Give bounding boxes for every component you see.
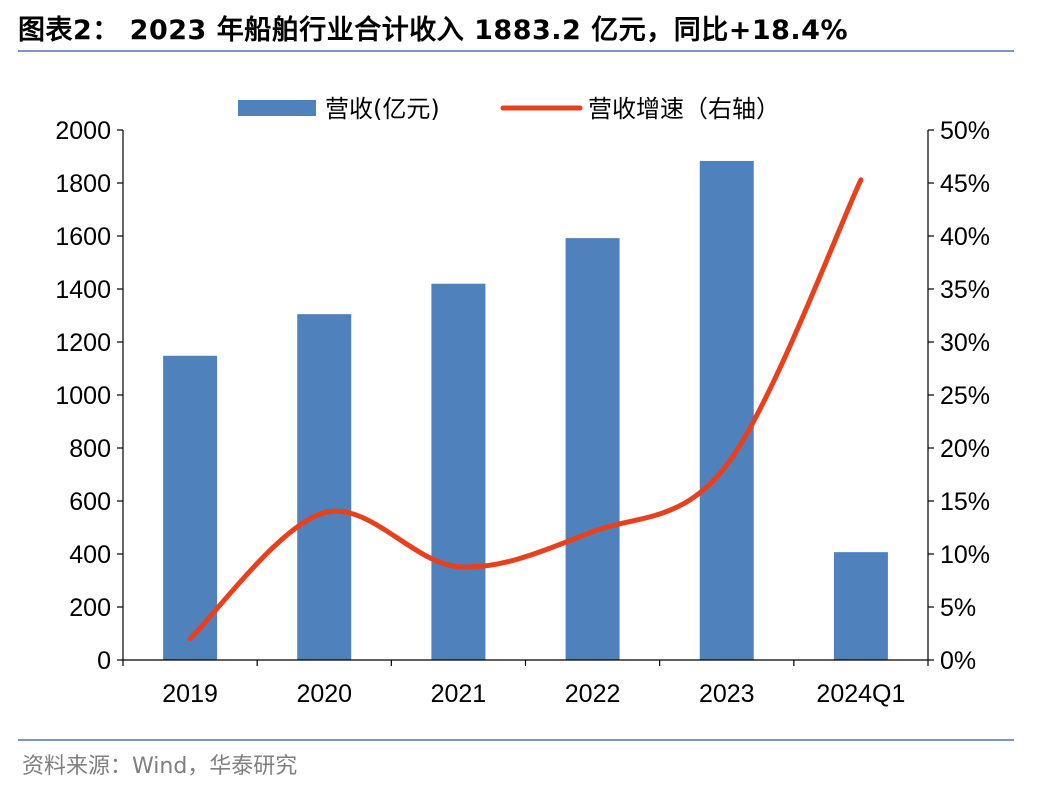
tick-labels: 0 200 400 600 800 1000 1200 1400 1600 1800 2000 0% 5… — [55, 117, 990, 708]
chart-axes — [117, 129, 934, 666]
growth-line — [187, 177, 864, 642]
title-divider — [18, 50, 1014, 52]
x-tick-label: 2021 — [431, 680, 487, 708]
right-tick-label: 45% — [940, 170, 990, 198]
right-tick-label: 10% — [940, 541, 990, 569]
line-series — [187, 177, 864, 642]
left-tick-label: 1600 — [55, 223, 111, 251]
legend-label-line: 营收增速（右轴） — [588, 95, 780, 123]
right-tick-label: 40% — [940, 223, 990, 251]
x-tick-label: 2020 — [296, 680, 352, 708]
right-tick-label: 15% — [940, 488, 990, 516]
right-tick-label: 50% — [940, 117, 990, 145]
left-tick-label: 2000 — [55, 117, 111, 145]
footer-divider — [18, 739, 1014, 741]
left-tick-label: 1000 — [55, 382, 111, 410]
legend-label-bar: 营收(亿元) — [325, 95, 440, 123]
bar-2021 — [431, 283, 486, 660]
right-tick-label: 35% — [940, 276, 990, 304]
source-note: 资料来源：Wind，华泰研究 — [22, 754, 298, 779]
bar-2019 — [163, 355, 218, 660]
x-tick-label: 2024Q1 — [816, 680, 905, 708]
left-tick-label: 600 — [69, 488, 111, 516]
right-tick-label: 5% — [940, 594, 976, 622]
page-title: 图表2： 2023 年船舶行业合计收入 1883.2 亿元，同比+18.4% — [18, 15, 849, 46]
x-tick-label: 2019 — [162, 680, 218, 708]
right-tick-label: 20% — [940, 435, 990, 463]
left-tick-label: 400 — [69, 541, 111, 569]
left-tick-label: 200 — [69, 594, 111, 622]
bar-2024Q1 — [833, 552, 888, 660]
bar-2023 — [699, 160, 754, 660]
x-tick-label: 2023 — [699, 680, 755, 708]
chart-legend: 营收(亿元) 营收增速（右轴） — [238, 95, 780, 123]
right-tick-label: 30% — [940, 329, 990, 357]
left-tick-label: 800 — [69, 435, 111, 463]
right-tick-label: 25% — [940, 382, 990, 410]
bar-2022 — [565, 238, 620, 660]
legend-swatch-bar — [238, 100, 316, 116]
left-tick-label: 1200 — [55, 329, 111, 357]
bar-series — [163, 160, 888, 660]
left-tick-label: 0 — [97, 647, 111, 675]
x-tick-label: 2022 — [565, 680, 621, 708]
bar-2020 — [297, 314, 352, 660]
left-tick-label: 1800 — [55, 170, 111, 198]
right-tick-label: 0% — [940, 647, 976, 675]
left-tick-label: 1400 — [55, 276, 111, 304]
